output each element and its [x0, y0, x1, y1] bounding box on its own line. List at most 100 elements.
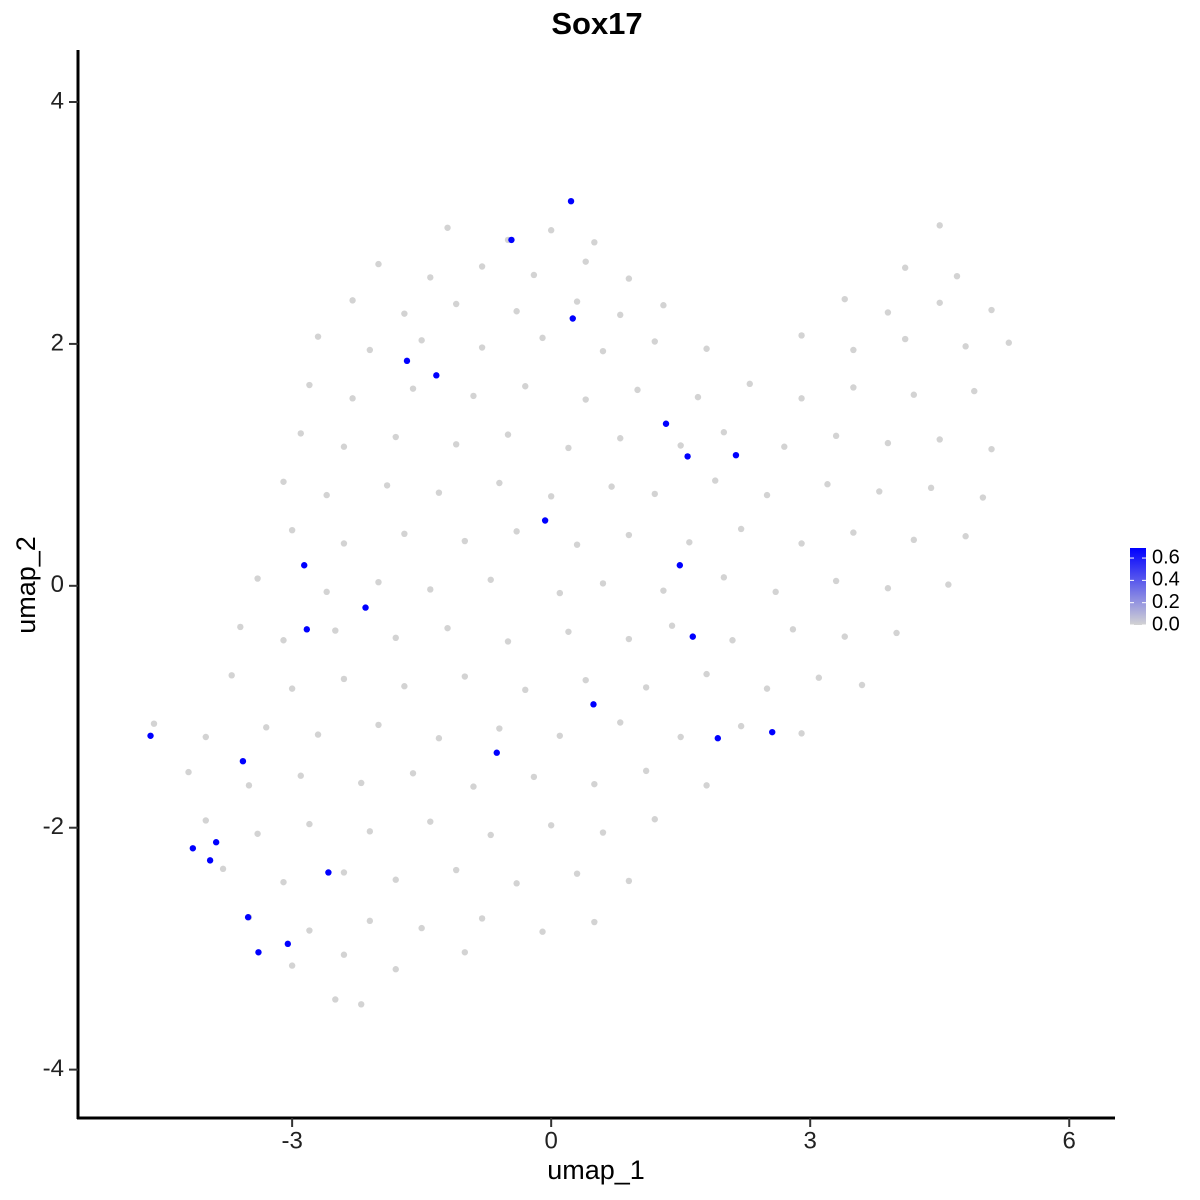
point — [556, 589, 564, 597]
point — [684, 453, 691, 460]
point — [461, 537, 469, 545]
point — [901, 335, 909, 343]
point — [530, 773, 538, 781]
point — [522, 686, 529, 694]
point — [686, 539, 693, 546]
chart-title: Sox17 — [551, 6, 642, 41]
point — [219, 865, 227, 873]
point — [936, 299, 943, 306]
point — [703, 670, 710, 678]
point — [340, 869, 348, 876]
point — [910, 536, 918, 544]
point — [539, 334, 546, 342]
point — [573, 541, 581, 548]
point — [366, 828, 374, 835]
point — [988, 306, 995, 314]
y-tick-label: -2 — [43, 813, 64, 840]
colorbar-tick-label: 0.6 — [1152, 546, 1180, 568]
point — [452, 441, 460, 448]
point — [712, 477, 719, 484]
point — [910, 391, 918, 398]
point — [392, 634, 399, 642]
point — [625, 275, 633, 282]
y-tick-label: 2 — [51, 329, 64, 356]
point — [418, 924, 425, 932]
point — [513, 528, 520, 535]
point — [435, 735, 443, 742]
point — [567, 197, 575, 205]
point — [547, 822, 555, 829]
point — [366, 346, 374, 354]
point — [306, 820, 313, 828]
point — [409, 770, 417, 777]
point — [504, 638, 512, 645]
point — [254, 830, 261, 837]
point — [340, 675, 348, 683]
point — [263, 724, 270, 731]
x-tick-label: 6 — [1063, 1127, 1076, 1154]
point — [427, 274, 434, 281]
point — [746, 380, 753, 388]
point — [461, 673, 469, 680]
point — [893, 629, 900, 637]
colorbar-tick-label: 0.0 — [1152, 613, 1180, 635]
point — [582, 396, 589, 403]
points — [147, 197, 1012, 1008]
point — [763, 491, 771, 499]
point — [971, 387, 978, 395]
point — [832, 432, 840, 440]
x-tick-label: 0 — [544, 1127, 557, 1154]
point — [332, 627, 339, 634]
point — [478, 263, 486, 270]
point — [375, 578, 382, 586]
point — [297, 430, 304, 437]
x-tick-label: -3 — [281, 1127, 302, 1154]
point — [729, 637, 736, 644]
point — [245, 782, 253, 789]
point — [280, 878, 287, 886]
point — [591, 239, 598, 246]
point — [493, 749, 500, 756]
point — [737, 525, 745, 533]
point — [703, 782, 710, 789]
point — [876, 488, 883, 495]
point — [496, 725, 503, 732]
point — [841, 633, 848, 640]
point — [288, 962, 296, 969]
point — [375, 721, 382, 729]
point — [962, 533, 969, 540]
point — [427, 586, 434, 593]
point — [824, 481, 831, 488]
point — [202, 817, 209, 824]
point — [582, 676, 589, 684]
point — [936, 222, 943, 229]
point — [288, 685, 296, 692]
point — [962, 343, 969, 350]
point — [452, 866, 460, 874]
point — [375, 260, 382, 268]
point — [349, 395, 356, 402]
point — [435, 489, 443, 496]
point — [689, 633, 696, 640]
point — [358, 779, 365, 787]
point — [401, 310, 408, 317]
point — [461, 949, 469, 956]
point — [392, 433, 399, 441]
point — [239, 757, 247, 765]
point — [599, 829, 607, 836]
colorbar — [1130, 548, 1146, 625]
point — [255, 949, 262, 956]
point — [325, 869, 332, 876]
point — [841, 295, 848, 303]
colorbar-tick-label: 0.2 — [1152, 591, 1180, 613]
point — [306, 927, 313, 934]
point — [591, 918, 598, 926]
point — [884, 439, 892, 447]
point — [444, 624, 451, 632]
point — [323, 588, 330, 596]
point — [988, 445, 995, 453]
point — [565, 444, 572, 452]
point — [662, 420, 670, 427]
point — [599, 580, 607, 587]
